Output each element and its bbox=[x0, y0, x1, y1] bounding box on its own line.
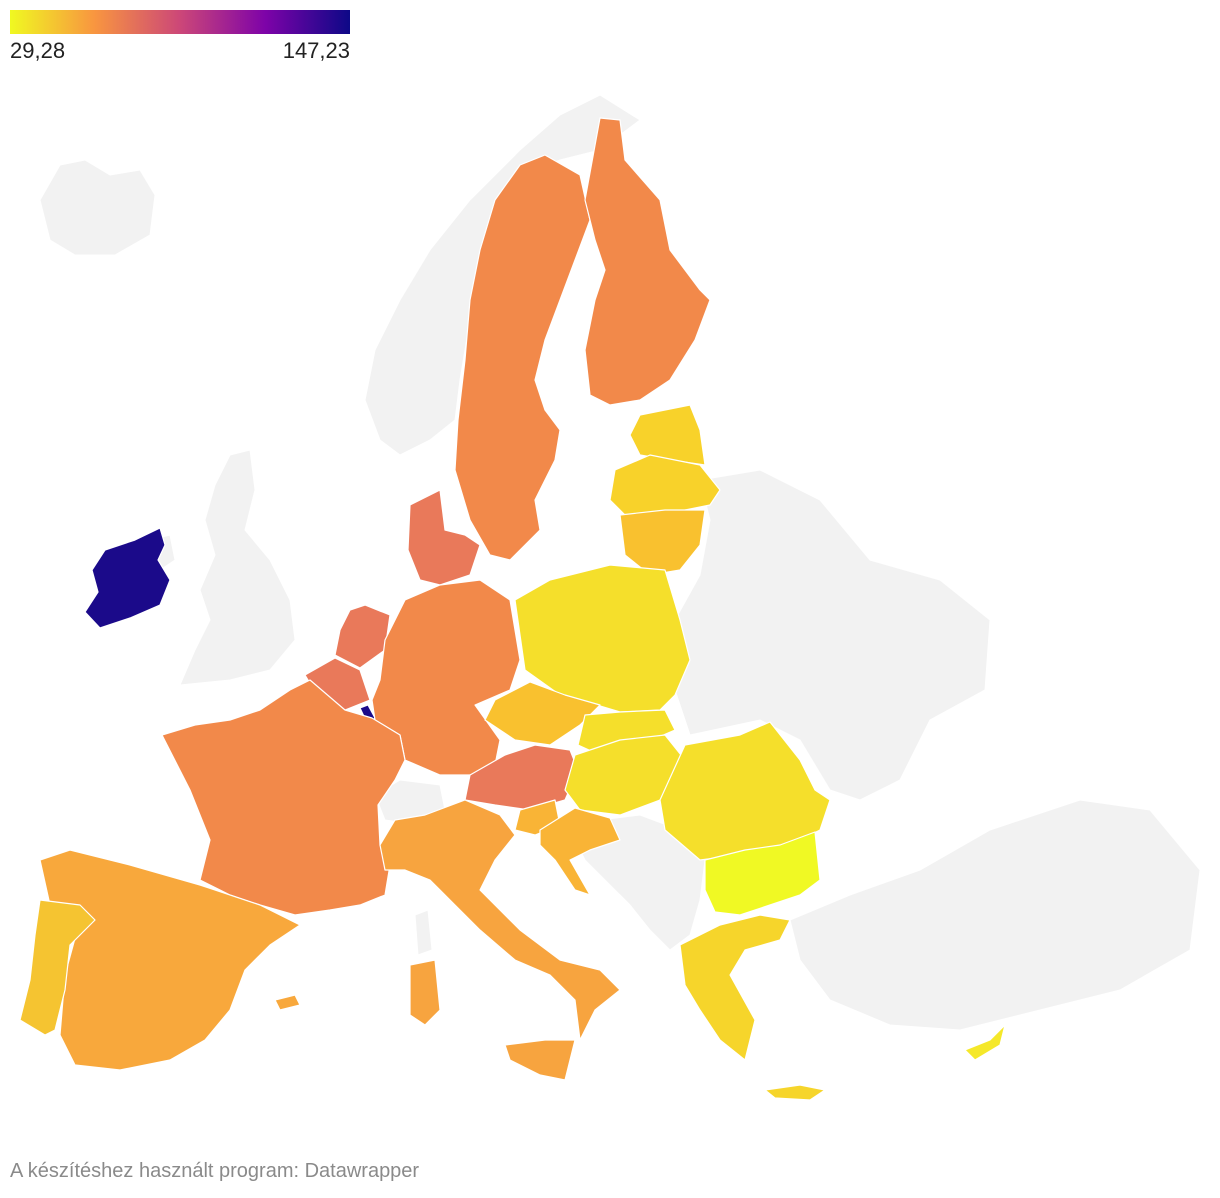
country-romania[interactable] bbox=[659, 721, 831, 861]
country-sardinia[interactable] bbox=[409, 959, 441, 1026]
country-ireland[interactable] bbox=[84, 527, 171, 629]
country-sicily[interactable] bbox=[504, 1039, 576, 1081]
credit-text: A készítéshez használt program: Datawrap… bbox=[10, 1160, 420, 1182]
country-sweden[interactable] bbox=[454, 154, 591, 561]
country-crete[interactable] bbox=[764, 1084, 826, 1101]
balkans-shape bbox=[569, 814, 706, 951]
eu-countries bbox=[19, 117, 1006, 1101]
turkey-shape bbox=[789, 799, 1201, 1031]
country-denmark[interactable] bbox=[407, 489, 481, 586]
country-finland[interactable] bbox=[584, 117, 711, 406]
legend-min-label: 29,28 bbox=[10, 38, 66, 63]
color-legend: 29,28 147,23 bbox=[10, 10, 350, 64]
country-portugal[interactable] bbox=[19, 899, 96, 1036]
country-netherlands[interactable] bbox=[334, 604, 391, 669]
legend-gradient-bar bbox=[10, 10, 350, 34]
country-croatia[interactable] bbox=[539, 807, 621, 896]
iceland-shape bbox=[39, 159, 156, 256]
great-britain-shape bbox=[179, 449, 296, 686]
country-cyprus[interactable] bbox=[964, 1024, 1006, 1061]
country-italy[interactable] bbox=[379, 799, 621, 1041]
no-data-land bbox=[39, 94, 1201, 1031]
country-czechia[interactable] bbox=[484, 681, 601, 746]
legend-labels: 29,28 147,23 bbox=[10, 34, 350, 64]
country-estonia[interactable] bbox=[629, 404, 706, 466]
country-latvia[interactable] bbox=[609, 454, 721, 516]
country-bulgaria[interactable] bbox=[704, 831, 821, 916]
country-greece[interactable] bbox=[679, 914, 791, 1061]
country-balearic[interactable] bbox=[274, 994, 301, 1011]
legend-max-label: 147,23 bbox=[282, 38, 350, 63]
corsica-shape bbox=[414, 909, 433, 956]
country-france[interactable] bbox=[161, 679, 406, 916]
country-lithuania[interactable] bbox=[619, 509, 706, 576]
